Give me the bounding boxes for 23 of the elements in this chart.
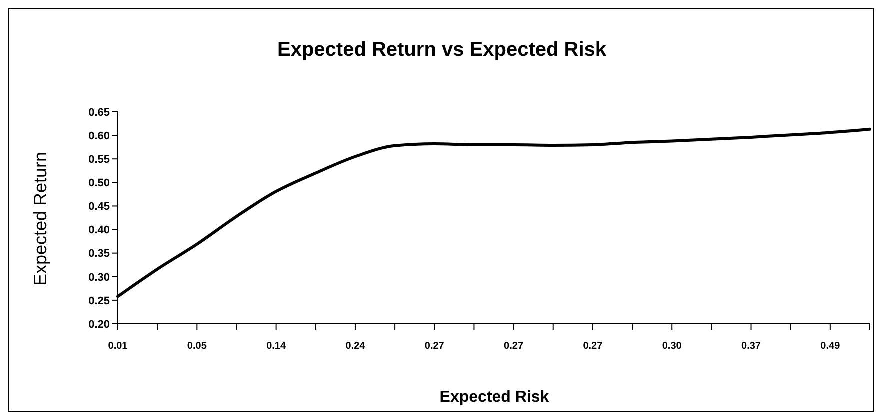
y-tick-label: 0.35 [88,248,110,260]
x-tick-label: 0.37 [742,341,762,352]
y-tick-label: 0.50 [88,178,110,190]
y-tick-label: 0.30 [88,272,110,284]
y-tick-label: 0.40 [88,224,110,237]
x-tick-label: 0.49 [820,341,841,352]
chart-title: Expected Return vs Expected Risk [276,39,608,62]
y-tick-label: 0.20 [88,318,110,331]
y-tick-label: 0.55 [88,154,110,166]
x-tick-label: 0.30 [662,341,682,352]
x-tick-label: 0.24 [346,341,366,352]
y-tick-label: 0.25 [88,295,110,308]
y-axis-title: Expected Return [30,152,52,286]
y-tick-label: 0.45 [88,201,110,214]
x-tick-label: 0.27 [424,341,445,352]
x-tick-label: 0.27 [583,341,604,352]
x-tick-label: 0.14 [266,341,286,352]
x-tick-label: 0.27 [504,341,524,352]
x-tick-label: 0.05 [187,341,208,352]
x-axis-title: Expected Risk [438,389,550,407]
x-tick-label: 0.01 [108,341,128,352]
y-tick-label: 0.60 [88,130,110,142]
y-tick-label: 0.65 [88,106,110,119]
